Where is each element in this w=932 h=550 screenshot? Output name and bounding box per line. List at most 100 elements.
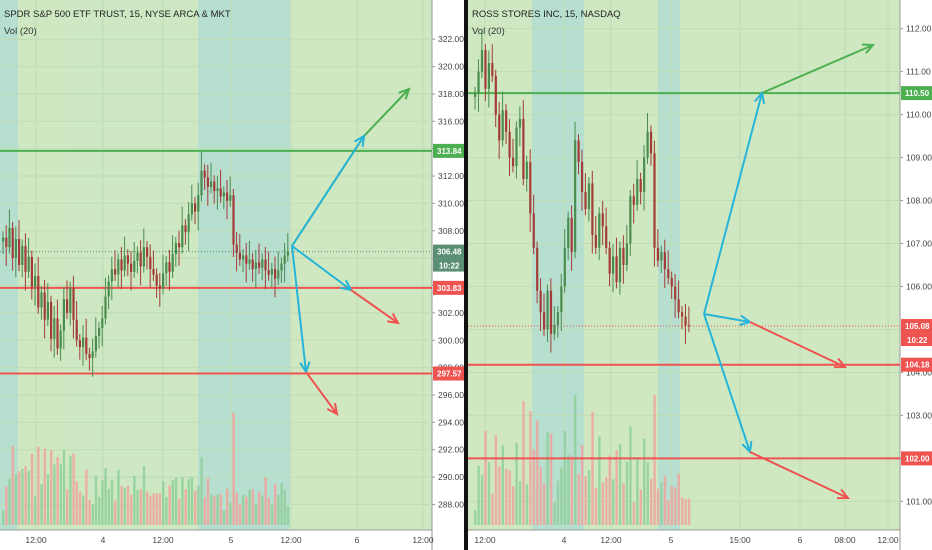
volume-bar [206,478,210,525]
projection-arrow-head [326,403,339,416]
volume-bar [515,443,518,525]
price-tick-label: 310.00 [438,198,464,208]
candle-body [24,245,27,272]
candle-body [242,255,245,260]
volume-bar [117,469,120,525]
candle-body [498,114,501,141]
volume-bar [165,497,168,525]
time-tick-label: 08:00 [834,535,856,545]
candle-body [149,256,152,270]
volume-bar [158,493,162,525]
projection-arrow-line [703,313,751,323]
candle-body [529,161,532,214]
candle-body [254,262,257,270]
volume-bar [30,453,34,525]
candle-body [206,177,209,187]
price-tick-label: 288.00 [438,499,464,509]
volume-bar [168,485,171,525]
candle-body [663,252,666,270]
level-price-tag [901,86,932,101]
volume-bar [591,411,594,525]
candle-body [574,140,577,253]
candle-body [69,288,72,313]
candle-body [50,301,53,339]
time-tick-label: 15:00 [729,535,751,545]
candle-body [248,259,251,264]
volume-bar [546,432,549,525]
volume-bar [474,510,477,525]
candle-body [643,157,646,192]
candle-body [94,336,97,352]
candle-body [522,118,525,180]
candle-body [66,299,69,313]
candle-body [684,316,687,326]
time-tick-label: 5 [229,535,234,545]
candle-body [646,131,649,158]
countdown-label: 10:22 [907,336,928,345]
price-tick-label: 104.00 [906,367,932,377]
rost-chart-panel[interactable]: 112.00 111.00 110.00 109.00 108.00 107.00 106.… [468,0,932,550]
volume-bar [235,492,238,525]
volume-bar [632,502,636,525]
volume-bar [34,496,37,525]
volume-bar [200,457,203,525]
volume-bar [653,395,656,525]
candle-body [525,161,528,180]
candle-body [43,292,46,320]
volume-bar [608,455,611,525]
candle-body [474,93,477,97]
projection-arrow-line [305,371,338,415]
volume-bar [110,479,114,525]
price-tick-label: 308.00 [438,226,464,236]
volume-bar [18,471,21,525]
panel-divider[interactable] [464,0,468,550]
volume-bar [133,476,136,525]
volume-bar [146,491,149,525]
projection-arrow-line [761,44,874,94]
volume-indicator-label: Vol (20) [472,26,505,37]
volume-bar [563,431,567,525]
volume-bar [656,488,660,525]
volume-bar [219,493,222,525]
volume-bar [508,470,511,525]
volume-bar [59,464,62,525]
volume-bar [181,477,184,525]
projection-arrow-head [861,43,876,54]
time-tick-label: 12:00 [474,535,496,545]
candle-body [598,213,601,248]
projection-arrow-head [836,488,851,500]
candle-body [14,239,17,259]
candle-body [139,252,142,267]
volume-bar [667,500,670,525]
candle-body [72,288,75,320]
candle-body [178,243,181,248]
spy-chart-panel[interactable]: 322.00320.00318.00316.00314.00312.00310.… [0,0,464,550]
candle-body [546,290,549,330]
candle-body [563,247,566,287]
volume-bar [687,498,691,525]
volume-bar [251,489,254,525]
candle-body [508,131,511,158]
candle-body [625,243,628,265]
price-tick-label: 106.00 [906,281,932,291]
price-tick-label: 108.00 [906,196,932,206]
volume-bar [53,464,56,525]
volume-bar [677,473,680,525]
level-price-label: 303.83 [437,284,462,293]
candle-body [146,247,149,257]
time-tick-label: 6 [355,535,360,545]
candle-body [681,312,684,317]
candle-body [235,244,238,253]
volume-bar [277,494,280,525]
level-price-tag [901,451,932,466]
candle-body [30,256,33,287]
projection-arrow-line [291,245,352,291]
candle-body [123,255,126,271]
price-tick-label: 290.00 [438,472,464,482]
volume-bar [8,478,11,525]
volume-bar [101,480,104,525]
chart-title: SPDR S&P 500 ETF TRUST, 15, NYSE ARCA & … [4,9,231,20]
volume-bar [56,456,59,525]
volume-bar [120,486,123,525]
